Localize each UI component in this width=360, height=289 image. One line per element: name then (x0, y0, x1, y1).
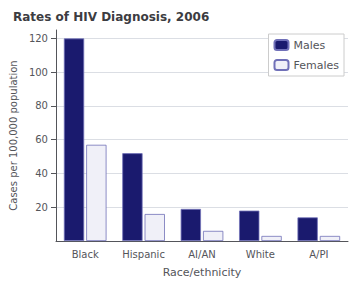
svg-text:A/PI: A/PI (309, 249, 328, 260)
svg-text:60: 60 (35, 134, 48, 145)
svg-text:100: 100 (29, 67, 48, 78)
svg-text:20: 20 (35, 202, 48, 213)
svg-text:Rates of HIV Diagnosis, 2006: Rates of HIV Diagnosis, 2006 (13, 10, 209, 24)
svg-text:Cases per 100,000 population: Cases per 100,000 population (8, 60, 19, 210)
svg-text:AI/AN: AI/AN (188, 249, 215, 260)
svg-text:Black: Black (72, 249, 99, 260)
svg-text:Hispanic: Hispanic (122, 249, 165, 260)
svg-text:White: White (246, 249, 275, 260)
svg-text:Females: Females (293, 59, 339, 72)
svg-text:80: 80 (35, 100, 48, 111)
svg-text:Race/ethnicity: Race/ethnicity (163, 266, 242, 279)
svg-text:40: 40 (35, 168, 48, 179)
svg-text:120: 120 (29, 33, 48, 44)
svg-text:Males: Males (293, 39, 325, 52)
